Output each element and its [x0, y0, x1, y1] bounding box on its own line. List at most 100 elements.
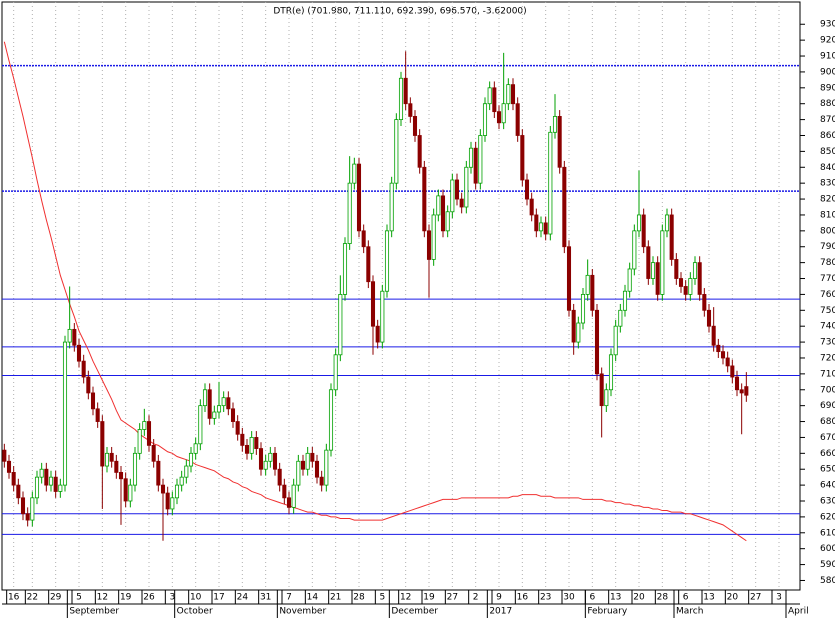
month-label: October [177, 607, 213, 617]
candle-body [202, 389, 208, 407]
candle-body [622, 290, 628, 311]
y-tick-label: 750 [820, 306, 835, 316]
y-tick-label: 790 [820, 242, 835, 252]
candle-body [165, 492, 170, 510]
x-tick-label: 28 [657, 593, 669, 603]
candle-body [342, 243, 348, 295]
candle-body [744, 386, 749, 396]
candle-body [627, 268, 632, 292]
candle-body [436, 195, 441, 216]
candle-body [422, 166, 427, 232]
candle-body [730, 365, 735, 378]
x-tick-label: 12 [400, 593, 411, 603]
y-tick-label: 610 [820, 528, 835, 538]
x-tick-label: 27 [750, 593, 761, 603]
candle-body [240, 433, 245, 446]
candle-body [207, 389, 212, 419]
y-tick-label: 850 [820, 147, 835, 157]
candle-body [370, 281, 376, 327]
candle-body [160, 484, 166, 494]
candle-body [692, 262, 698, 279]
candle-body [669, 214, 674, 260]
candle-body [552, 116, 558, 133]
candle-body [594, 309, 600, 375]
candle-body [221, 397, 226, 407]
y-tick-label: 730 [820, 338, 835, 348]
candle-body [324, 449, 329, 486]
candle-body [296, 460, 301, 486]
candle-body [67, 328, 72, 343]
candle-body [95, 408, 100, 422]
candle-body [739, 389, 744, 394]
candle-body [515, 103, 520, 136]
candle-body [384, 230, 390, 292]
candle-body [618, 309, 623, 327]
candle-body [356, 163, 362, 232]
candle-body [254, 437, 259, 449]
x-tick-label: 19 [423, 593, 435, 603]
y-tick-label: 650 [820, 465, 835, 475]
candle-body [590, 274, 595, 311]
moving-average [3, 41, 747, 542]
candle-body [725, 357, 730, 367]
candle-body [263, 460, 268, 470]
candle-body [258, 448, 264, 470]
y-tick-label: 720 [820, 353, 835, 363]
candle-body [100, 421, 105, 467]
x-tick-label: 26 [143, 593, 155, 603]
candle-body [506, 84, 511, 105]
candle-body [277, 468, 282, 486]
candle-body [529, 198, 534, 216]
x-tick-label: 2 [473, 593, 479, 603]
candle-body [599, 373, 604, 407]
candle-body [464, 166, 469, 208]
x-tick-label: 3 [776, 593, 782, 603]
candle-body [328, 389, 334, 451]
candle-body [557, 116, 562, 168]
x-tick-label: 24 [237, 593, 249, 603]
candle-body [426, 230, 432, 260]
y-tick-label: 590 [820, 560, 835, 570]
y-tick-label: 770 [820, 274, 835, 284]
candle-body [114, 460, 119, 473]
candle-body [548, 131, 553, 235]
candle-body [48, 476, 54, 486]
candle-body [394, 119, 399, 184]
x-tick-label: 23 [540, 593, 551, 603]
candle-body [459, 198, 464, 208]
month-label: December [391, 607, 438, 617]
candle-body [380, 290, 385, 343]
candle-body [580, 294, 586, 324]
y-tick-label: 820 [820, 195, 835, 205]
y-tick-label: 860 [820, 131, 835, 141]
y-tick-label: 660 [820, 449, 835, 459]
candle-body [412, 116, 418, 136]
candle-body [482, 103, 488, 136]
x-tick-label: 10 [190, 593, 202, 603]
candle-body [734, 376, 740, 391]
candle-body [249, 437, 254, 454]
month-label: September [69, 607, 119, 617]
y-tick-label: 700 [820, 385, 835, 395]
candle-body [417, 135, 422, 168]
candle-body [450, 179, 455, 213]
candle-body [174, 484, 180, 499]
candle-body [641, 214, 646, 248]
candle-body [104, 452, 110, 467]
candle-body [72, 328, 77, 346]
x-tick-label: 28 [353, 593, 365, 603]
month-label: March [676, 607, 703, 617]
x-tick-label: 22 [27, 593, 38, 603]
y-tick-label: 600 [820, 544, 835, 554]
candle-body [496, 111, 502, 124]
candle-body [468, 147, 474, 168]
candle-body [230, 408, 236, 422]
candle-body [305, 452, 310, 470]
y-tick-label: 620 [820, 512, 835, 522]
candle-body [524, 179, 530, 200]
candle-body [198, 405, 203, 445]
candle-body [403, 77, 408, 105]
candle-body [664, 214, 670, 232]
